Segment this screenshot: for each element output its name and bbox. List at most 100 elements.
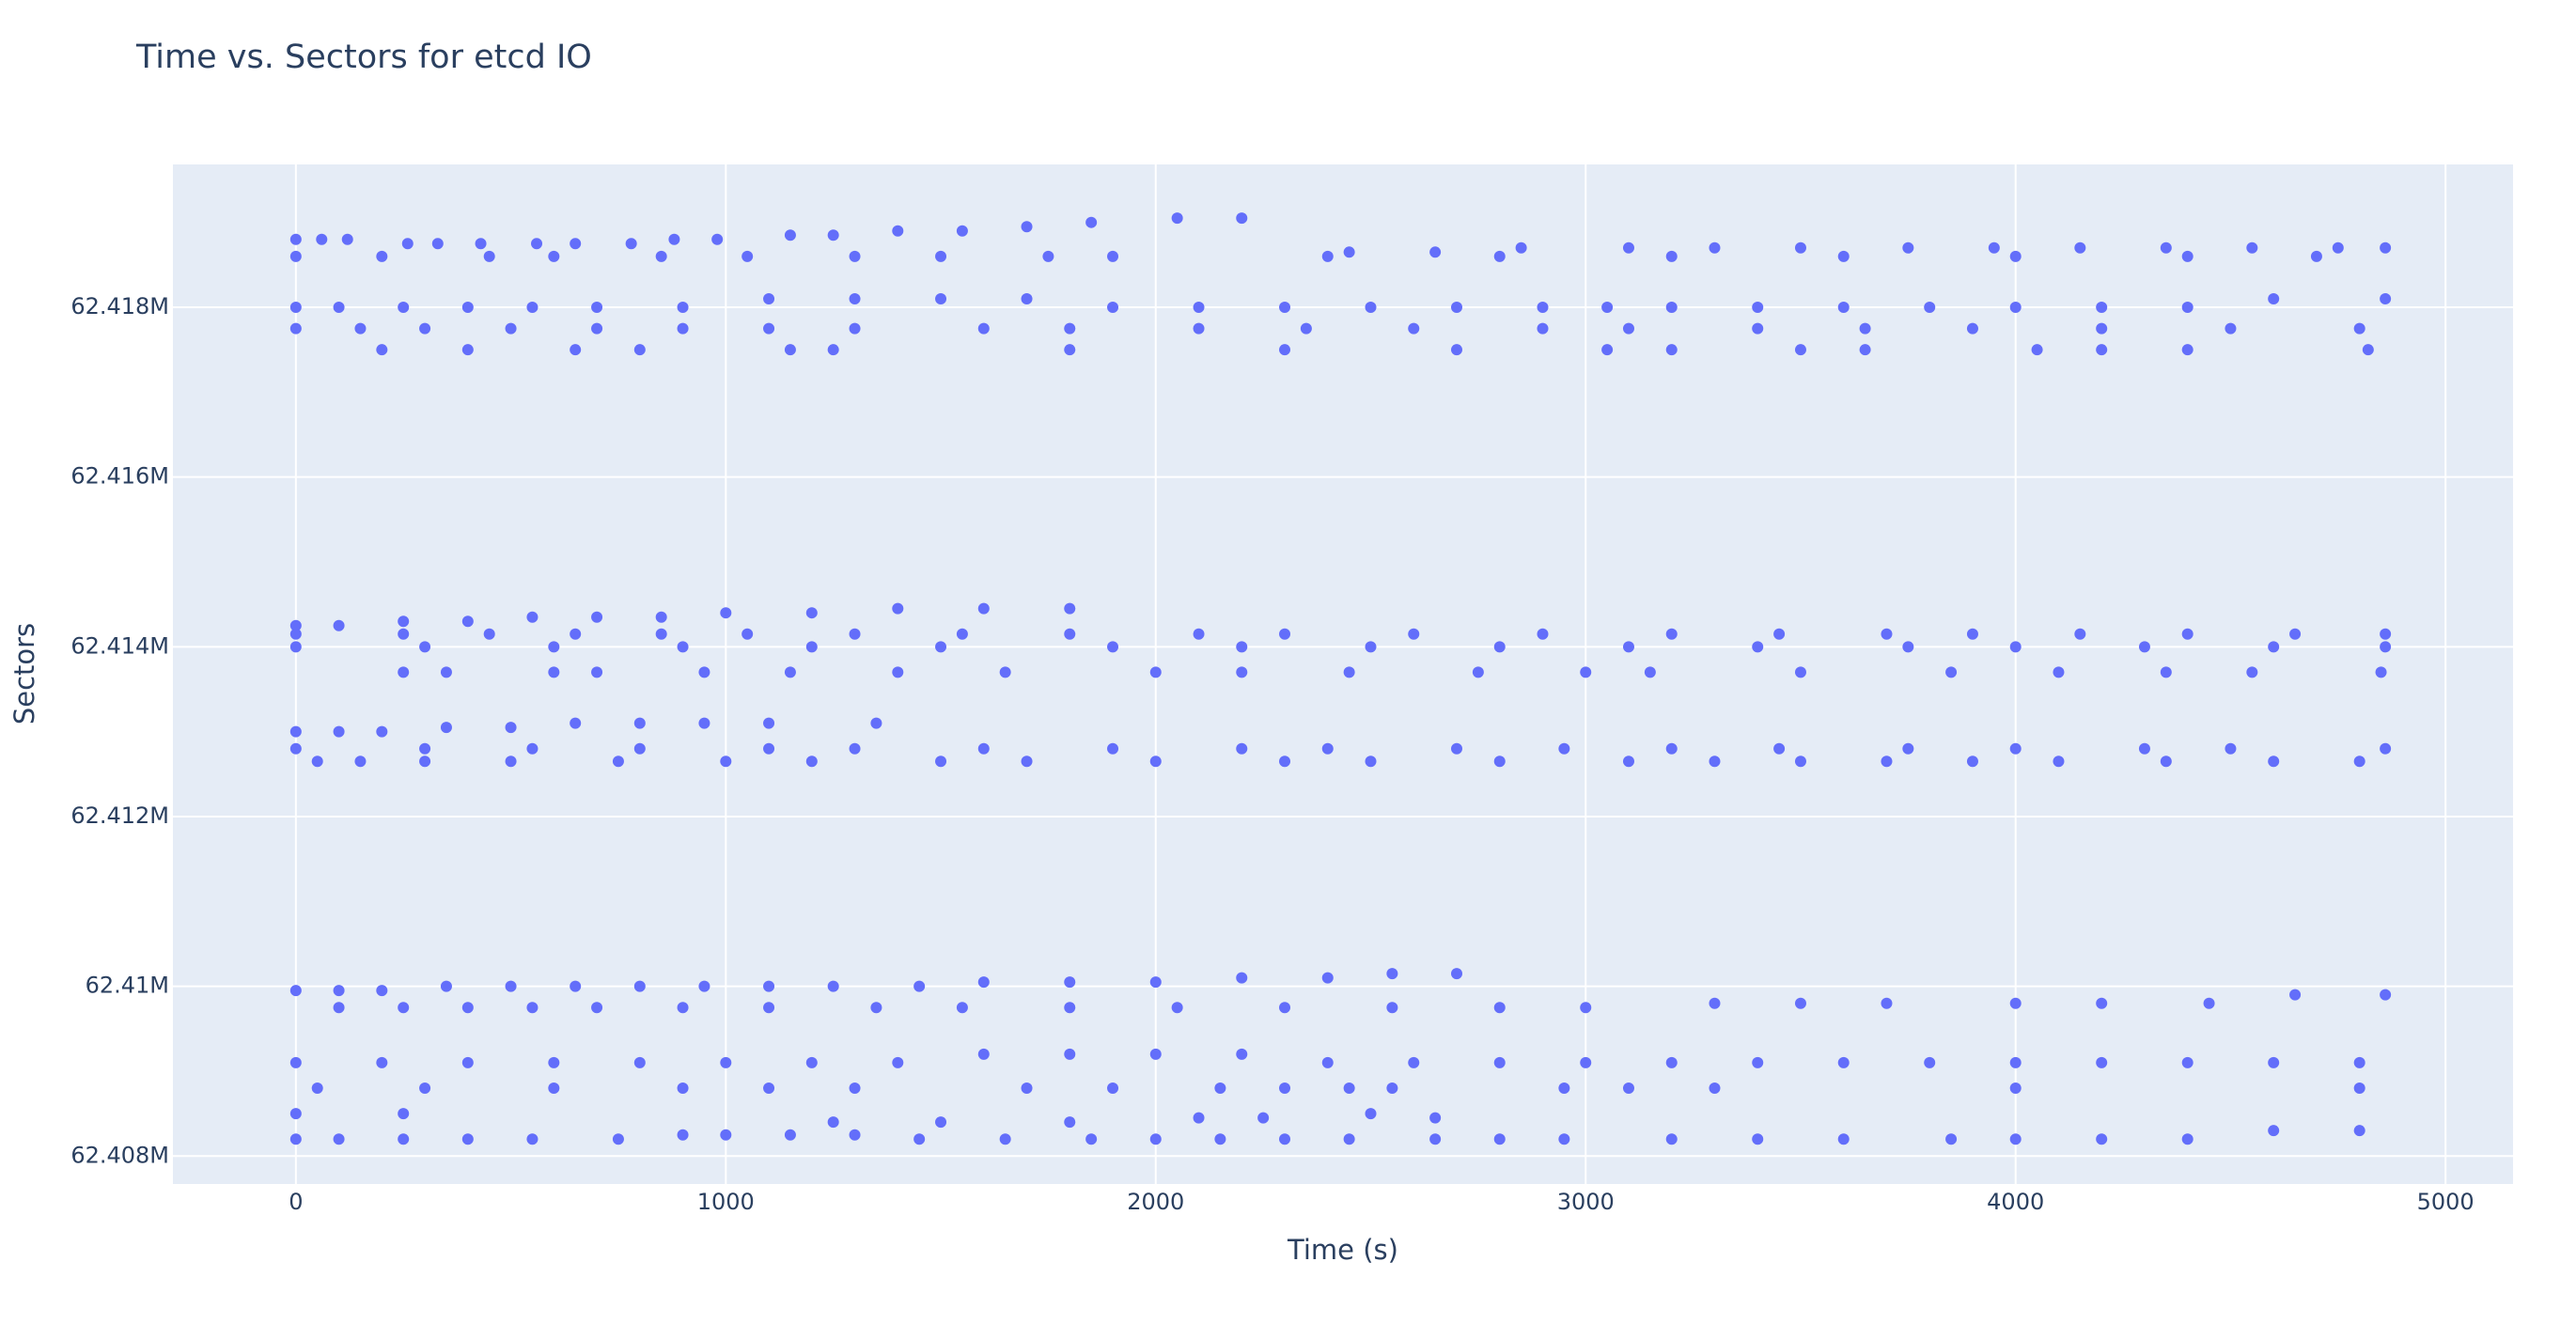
point xyxy=(2181,628,2194,640)
point xyxy=(892,225,904,237)
point xyxy=(763,717,775,729)
point xyxy=(548,641,560,653)
point xyxy=(1386,1002,1398,1014)
point xyxy=(333,1002,345,1014)
point xyxy=(1622,641,1634,653)
point xyxy=(1601,344,1614,356)
point xyxy=(1709,1083,1721,1095)
point xyxy=(570,980,582,992)
point xyxy=(1881,997,1893,1009)
point xyxy=(763,322,775,335)
point xyxy=(1493,1056,1506,1068)
point xyxy=(827,980,839,992)
point xyxy=(827,229,839,241)
point xyxy=(2160,666,2172,678)
point xyxy=(570,628,582,640)
point xyxy=(1493,1002,1506,1014)
point xyxy=(505,980,517,992)
point xyxy=(935,755,947,768)
point xyxy=(677,1083,689,1095)
point xyxy=(2225,742,2237,755)
point xyxy=(1236,641,1248,653)
point xyxy=(763,1002,775,1014)
point xyxy=(1945,1133,1958,1145)
point xyxy=(2096,344,2108,356)
point xyxy=(935,250,947,262)
point xyxy=(655,250,667,262)
point xyxy=(2009,302,2022,314)
point xyxy=(2375,666,2387,678)
point xyxy=(1966,755,1978,768)
point xyxy=(956,225,968,237)
y-axis-title: Sectors xyxy=(8,623,40,724)
point xyxy=(505,722,517,734)
point xyxy=(2268,292,2280,304)
point xyxy=(742,628,754,640)
point xyxy=(591,302,603,314)
point xyxy=(354,755,367,768)
point xyxy=(827,1116,839,1129)
point xyxy=(1622,322,1634,335)
point xyxy=(376,1056,388,1068)
point xyxy=(526,302,539,314)
point xyxy=(289,742,302,755)
point xyxy=(333,302,345,314)
point xyxy=(1300,322,1312,335)
point xyxy=(333,725,345,738)
point xyxy=(1794,666,1806,678)
point xyxy=(548,1083,560,1095)
point xyxy=(419,1083,431,1095)
point xyxy=(1622,755,1634,768)
point xyxy=(633,742,646,755)
point xyxy=(1515,241,1527,254)
point xyxy=(612,755,624,768)
point xyxy=(2310,250,2322,262)
point xyxy=(2096,1133,2108,1145)
point xyxy=(461,344,474,356)
point xyxy=(1279,755,1291,768)
point xyxy=(461,1133,474,1145)
point xyxy=(977,976,990,989)
point xyxy=(720,1056,732,1068)
point xyxy=(935,1116,947,1129)
point xyxy=(1193,628,1205,640)
grid xyxy=(173,164,2513,1184)
point xyxy=(289,302,302,314)
point xyxy=(1837,1056,1850,1068)
point xyxy=(1107,641,1119,653)
point xyxy=(1085,216,1098,228)
y-tick-label: 62.416M xyxy=(70,463,169,490)
point xyxy=(1709,241,1721,254)
point xyxy=(2138,641,2150,653)
point xyxy=(2009,1133,2022,1145)
point xyxy=(1794,997,1806,1009)
chart-title: Time vs. Sectors for etcd IO xyxy=(135,39,592,76)
point xyxy=(311,1083,323,1095)
point xyxy=(548,1056,560,1068)
point xyxy=(1493,1133,1506,1145)
points xyxy=(289,212,2392,1145)
point xyxy=(1257,1112,1270,1124)
point xyxy=(763,292,775,304)
point xyxy=(1665,628,1678,640)
point xyxy=(1064,602,1076,615)
point xyxy=(935,292,947,304)
point xyxy=(431,238,444,250)
point xyxy=(289,619,302,631)
point xyxy=(2380,742,2392,755)
point xyxy=(2181,344,2194,356)
point xyxy=(2009,1056,2022,1068)
point xyxy=(1021,221,1033,233)
point xyxy=(1451,968,1463,980)
point xyxy=(376,985,388,997)
point xyxy=(2160,755,2172,768)
point xyxy=(1343,246,1355,258)
point xyxy=(870,1002,882,1014)
point xyxy=(333,619,345,631)
point xyxy=(316,233,328,245)
point xyxy=(1580,1002,1592,1014)
point xyxy=(570,344,582,356)
point xyxy=(2225,322,2237,335)
point xyxy=(333,985,345,997)
point xyxy=(720,1129,732,1141)
